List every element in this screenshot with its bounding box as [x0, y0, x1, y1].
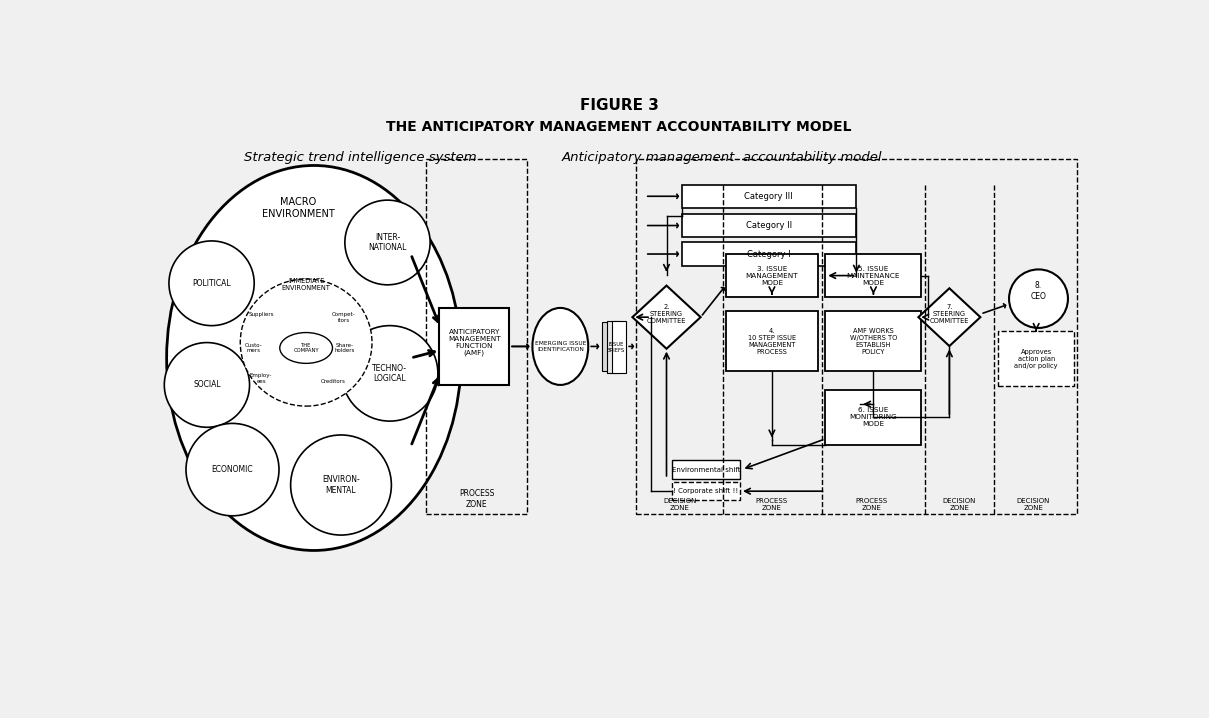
Bar: [826, 390, 921, 445]
Text: Strategic trend intelligence system: Strategic trend intelligence system: [244, 151, 476, 164]
Text: PROCESS
ZONE: PROCESS ZONE: [856, 498, 887, 510]
Circle shape: [186, 424, 279, 516]
Text: IMMEDIATE
ENVIRONMENT: IMMEDIATE ENVIRONMENT: [282, 279, 330, 292]
Text: THE ANTICIPATORY MANAGEMENT ACCOUNTABILITY MODEL: THE ANTICIPATORY MANAGEMENT ACCOUNTABILI…: [387, 120, 852, 134]
Text: Suppliers: Suppliers: [248, 312, 274, 317]
Bar: [427, 159, 527, 514]
Text: MACRO
ENVIRONMENT: MACRO ENVIRONMENT: [262, 197, 335, 218]
Bar: [682, 214, 856, 237]
Bar: [682, 243, 856, 266]
Text: 4.
10 STEP ISSUE
MANAGEMENT
PROCESS: 4. 10 STEP ISSUE MANAGEMENT PROCESS: [748, 327, 796, 355]
Bar: [602, 322, 613, 371]
Text: ISSUE
BRIEFS: ISSUE BRIEFS: [607, 342, 625, 353]
Bar: [826, 254, 921, 297]
Bar: [672, 482, 740, 500]
Text: TECHNO-
LOGICAL: TECHNO- LOGICAL: [372, 364, 407, 383]
Text: DECISION
ZONE: DECISION ZONE: [663, 498, 696, 510]
Text: Share-
holders: Share- holders: [335, 342, 355, 353]
Text: EMERGING ISSUE
IDENTIFICATION: EMERGING ISSUE IDENTIFICATION: [534, 341, 586, 352]
Text: THE
COMPANY: THE COMPANY: [294, 342, 319, 353]
Text: Compet-
itors: Compet- itors: [331, 312, 355, 322]
Bar: [439, 308, 509, 385]
Text: 8.
CEO: 8. CEO: [1030, 281, 1047, 301]
Text: FIGURE 3: FIGURE 3: [580, 98, 659, 113]
Text: Environmental shift: Environmental shift: [672, 467, 740, 472]
Circle shape: [169, 241, 254, 326]
Text: Custo-
mers: Custo- mers: [244, 342, 262, 353]
Polygon shape: [632, 286, 700, 349]
Bar: [826, 311, 921, 371]
Polygon shape: [919, 289, 980, 346]
Ellipse shape: [167, 165, 461, 551]
Text: Category III: Category III: [745, 192, 793, 201]
Text: PROCESS
ZONE: PROCESS ZONE: [756, 498, 788, 510]
Text: AMF WORKS
W/OTHERS TO
ESTABLISH
POLICY: AMF WORKS W/OTHERS TO ESTABLISH POLICY: [850, 327, 897, 355]
Ellipse shape: [532, 308, 589, 385]
Text: ANTICIPATORY
MANAGEMENT
FUNCTION
(AMF): ANTICIPATORY MANAGEMENT FUNCTION (AMF): [449, 329, 501, 356]
Text: ECONOMIC: ECONOMIC: [212, 465, 254, 474]
Text: Category II: Category II: [746, 221, 792, 230]
Text: 3. ISSUE
MANAGEMENT
MODE: 3. ISSUE MANAGEMENT MODE: [746, 266, 798, 286]
Text: Approves
action plan
and/or policy: Approves action plan and/or policy: [1014, 349, 1058, 369]
Bar: [727, 254, 817, 297]
Text: SOCIAL: SOCIAL: [193, 381, 221, 389]
Bar: [607, 321, 619, 373]
Text: Anticipatory management  accountability model: Anticipatory management accountability m…: [562, 151, 883, 164]
Circle shape: [164, 342, 249, 427]
Text: Creditors: Creditors: [320, 378, 346, 383]
Bar: [727, 311, 817, 371]
Circle shape: [345, 200, 430, 285]
Text: 7.
STEERING
COMMITTEE: 7. STEERING COMMITTEE: [930, 304, 970, 324]
Ellipse shape: [279, 332, 332, 363]
Bar: [682, 185, 856, 208]
Ellipse shape: [241, 279, 372, 406]
Text: 5. ISSUE
MAINTENANCE
MODE: 5. ISSUE MAINTENANCE MODE: [846, 266, 901, 286]
Bar: [612, 321, 626, 373]
Circle shape: [342, 326, 438, 421]
Circle shape: [1010, 269, 1068, 328]
Text: INTER-
NATIONAL: INTER- NATIONAL: [369, 233, 406, 252]
Text: DECISION
ZONE: DECISION ZONE: [1017, 498, 1049, 510]
Text: ENVIRON-
MENTAL: ENVIRON- MENTAL: [322, 475, 360, 495]
Bar: [672, 460, 740, 479]
Text: PROCESS
ZONE: PROCESS ZONE: [459, 489, 494, 508]
Bar: [999, 331, 1074, 386]
Text: DECISION
ZONE: DECISION ZONE: [943, 498, 976, 510]
Circle shape: [290, 435, 392, 535]
Text: 6. ISSUE
MONITORING
MODE: 6. ISSUE MONITORING MODE: [850, 407, 897, 427]
Text: Category I: Category I: [747, 250, 791, 258]
Bar: [636, 159, 1077, 514]
Text: 2.
STEERING
COMMITTEE: 2. STEERING COMMITTEE: [647, 304, 687, 324]
Text: POLITICAL: POLITICAL: [192, 279, 231, 288]
Text: ! Corporate shift !!: ! Corporate shift !!: [673, 488, 739, 494]
Text: Employ-
ees: Employ- ees: [250, 373, 272, 384]
